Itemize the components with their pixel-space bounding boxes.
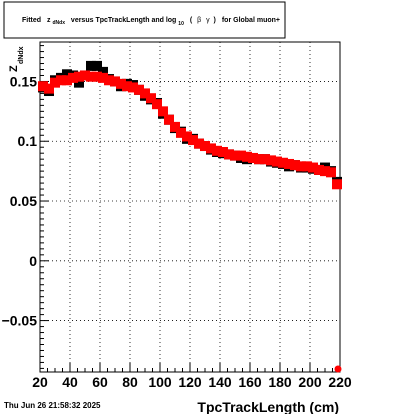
data-point [272, 156, 282, 167]
title-box: Fitted z dNdx versus TpcTrackLength and … [3, 1, 286, 39]
data-point [320, 166, 330, 177]
data-point [302, 161, 312, 172]
data-point [74, 77, 84, 88]
data-point [86, 71, 96, 82]
data-point [188, 135, 198, 146]
data-point [98, 66, 108, 77]
data-point [242, 151, 252, 162]
x-tick-labels: 20 40 60 80 100 120 140 160 180 200 220 [32, 374, 352, 390]
x-tick-label: 20 [32, 374, 48, 390]
data-point [104, 75, 114, 86]
data-point [230, 150, 240, 161]
data-point [218, 147, 228, 157]
data-point [200, 141, 210, 152]
x-tick-label: 60 [92, 374, 108, 390]
data-point [278, 157, 288, 168]
x-axis-title: TpcTrackLength (cm) [197, 399, 339, 414]
y-tick-label: −0.05 [2, 313, 38, 329]
x-tick-label: 200 [298, 374, 322, 390]
x-tick-label: 160 [238, 374, 262, 390]
x-tick-label: 80 [122, 374, 138, 390]
data-point [170, 121, 180, 132]
data-point [98, 72, 108, 83]
x-tick-label: 100 [148, 374, 172, 390]
series-1 [38, 70, 342, 190]
data-point [56, 75, 66, 86]
timestamp: Thu Jun 26 21:58:32 2025 [4, 401, 101, 410]
data-point [92, 71, 102, 82]
data-point [134, 84, 144, 95]
data-point [290, 160, 300, 171]
data-point [122, 81, 132, 92]
data-point [254, 154, 264, 165]
x-tick-label: 220 [328, 374, 352, 390]
y-tick-label: 0.05 [10, 193, 37, 209]
y-tick-label: 0 [29, 253, 37, 269]
chart-title: Fitted z dNdx versus TpcTrackLength and … [22, 17, 280, 27]
data-point [38, 81, 48, 92]
grid-lines [40, 42, 340, 372]
data-point [44, 83, 54, 94]
data-point [152, 99, 162, 110]
data-point [50, 77, 60, 88]
data-point [62, 75, 72, 86]
data-point [140, 88, 150, 99]
x-tick-label: 180 [268, 374, 292, 390]
data-point [206, 143, 216, 154]
edge-marker [334, 365, 342, 373]
data-point [308, 162, 318, 173]
data-point [80, 70, 90, 81]
data-point [332, 179, 342, 190]
data-point [158, 106, 168, 117]
data-point [236, 150, 246, 161]
x-tick-label: 40 [62, 374, 78, 390]
data-point [248, 152, 258, 163]
data-point [260, 154, 270, 165]
data-point [146, 93, 156, 104]
data-point [296, 161, 306, 172]
data-point [116, 78, 126, 89]
x-tick-label: 140 [208, 374, 232, 390]
y-tick-label: 0.15 [10, 73, 37, 89]
data-point [182, 131, 192, 142]
data-point [128, 82, 138, 93]
data-point [224, 149, 234, 160]
data-point [110, 76, 120, 87]
data-point [68, 72, 78, 83]
data-series [38, 60, 342, 373]
data-point [194, 138, 204, 149]
data-point [92, 60, 102, 71]
data-point [326, 167, 336, 178]
data-point [164, 114, 174, 125]
data-point [86, 60, 96, 71]
data-point [266, 155, 276, 166]
data-point [62, 69, 72, 80]
y-tick-labels: 0.15 0.1 0.05 0 −0.05 [2, 73, 38, 328]
x-tick-label: 120 [178, 374, 202, 390]
y-axis-title-main: Z [8, 65, 20, 72]
data-point [314, 164, 324, 175]
data-point [212, 145, 222, 156]
y-axis-title: Z dNdx [8, 46, 25, 72]
axis-ticks [39, 45, 341, 372]
y-tick-label: 0.1 [18, 133, 38, 149]
data-point [284, 158, 294, 169]
data-point [74, 71, 84, 82]
data-point [176, 127, 186, 138]
y-axis-title-sub: dNdx [18, 46, 25, 64]
